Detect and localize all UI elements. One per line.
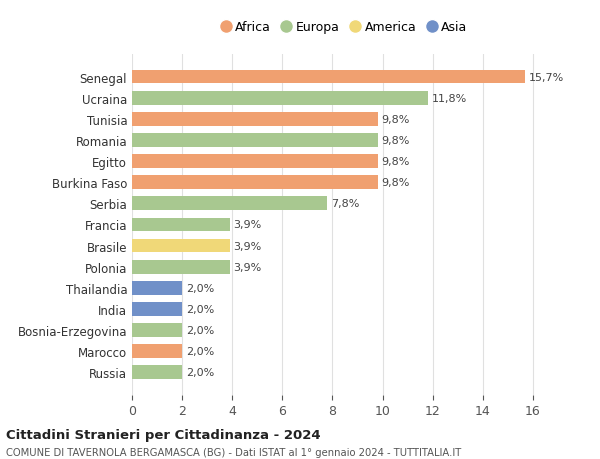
Bar bbox=[132, 92, 428, 105]
Text: 3,9%: 3,9% bbox=[233, 220, 262, 230]
Bar bbox=[132, 345, 182, 358]
Bar bbox=[132, 112, 377, 126]
Text: 2,0%: 2,0% bbox=[186, 283, 214, 293]
Text: Cittadini Stranieri per Cittadinanza - 2024: Cittadini Stranieri per Cittadinanza - 2… bbox=[6, 428, 320, 441]
Text: 9,8%: 9,8% bbox=[382, 115, 410, 124]
Bar bbox=[132, 324, 182, 337]
Bar bbox=[132, 218, 230, 232]
Text: 9,8%: 9,8% bbox=[382, 157, 410, 167]
Text: 2,0%: 2,0% bbox=[186, 368, 214, 377]
Bar bbox=[132, 197, 328, 211]
Bar bbox=[132, 366, 182, 379]
Bar bbox=[132, 281, 182, 295]
Text: 9,8%: 9,8% bbox=[382, 135, 410, 146]
Text: 2,0%: 2,0% bbox=[186, 304, 214, 314]
Text: 3,9%: 3,9% bbox=[233, 241, 262, 251]
Text: 9,8%: 9,8% bbox=[382, 178, 410, 188]
Bar bbox=[132, 134, 377, 147]
Text: 2,0%: 2,0% bbox=[186, 347, 214, 356]
Bar bbox=[132, 71, 526, 84]
Legend: Africa, Europa, America, Asia: Africa, Europa, America, Asia bbox=[218, 17, 472, 38]
Text: COMUNE DI TAVERNOLA BERGAMASCA (BG) - Dati ISTAT al 1° gennaio 2024 - TUTTITALIA: COMUNE DI TAVERNOLA BERGAMASCA (BG) - Da… bbox=[6, 447, 461, 457]
Text: 2,0%: 2,0% bbox=[186, 325, 214, 335]
Bar bbox=[132, 239, 230, 253]
Bar bbox=[132, 260, 230, 274]
Bar bbox=[132, 176, 377, 190]
Text: 15,7%: 15,7% bbox=[529, 73, 565, 82]
Bar bbox=[132, 155, 377, 168]
Text: 3,9%: 3,9% bbox=[233, 262, 262, 272]
Text: 11,8%: 11,8% bbox=[431, 94, 467, 103]
Bar bbox=[132, 302, 182, 316]
Text: 7,8%: 7,8% bbox=[331, 199, 359, 209]
